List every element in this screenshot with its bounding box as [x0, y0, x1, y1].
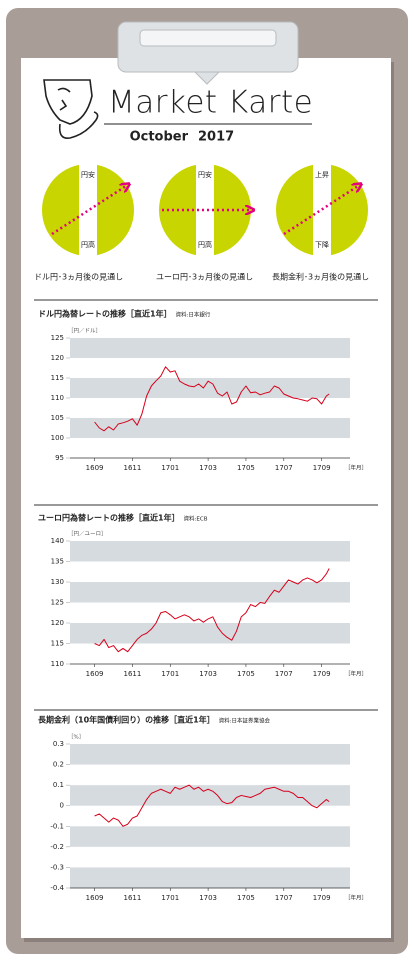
x-tick-label: 1701	[161, 894, 179, 902]
x-tick-label: 1709	[313, 464, 331, 472]
grid-band	[70, 623, 350, 644]
x-tick-label: 1707	[275, 894, 293, 902]
y-tick-label: -0.1	[50, 822, 64, 830]
header-title: Market Karte	[108, 85, 313, 121]
x-tick-label: 1705	[237, 670, 255, 678]
x-tick-label: 1709	[313, 670, 331, 678]
chart-title: ドル円為替レートの推移［直近1年］	[38, 309, 172, 319]
outlook-caption: ユーロ円･3ヵ月後の見通し	[156, 272, 253, 282]
outlook-caption: ドル円･3ヵ月後の見通し	[34, 272, 123, 282]
y-tick-label: 125	[51, 334, 64, 342]
x-tick-label: 1709	[313, 894, 331, 902]
x-tick-label: 1611	[124, 894, 142, 902]
x-tick-label: 1701	[161, 464, 179, 472]
x-unit: ［年月］	[345, 670, 367, 678]
logo	[43, 79, 99, 140]
y-tick-label: -0.3	[50, 863, 64, 871]
y-tick-label: 115	[51, 640, 64, 648]
grid-band	[70, 418, 350, 438]
grid-band	[70, 582, 350, 603]
y-tick-label: 115	[51, 374, 64, 382]
y-tick-label: 0.2	[53, 761, 64, 769]
y-tick-label: 120	[51, 354, 64, 362]
y-tick-label: 110	[51, 660, 64, 668]
clip	[117, 21, 299, 85]
y-tick-label: 0.1	[53, 781, 64, 789]
x-tick-label: 1609	[86, 464, 104, 472]
y-tick-label: 120	[51, 619, 64, 627]
outlook-bottom: 下降	[315, 240, 329, 249]
y-tick-label: 0.3	[53, 740, 64, 748]
y-tick-label: 110	[51, 394, 64, 402]
chart-source: 資料:ECB	[184, 515, 208, 523]
grid-band	[70, 378, 350, 398]
x-tick-label: 1705	[237, 464, 255, 472]
x-tick-label: 1611	[124, 670, 142, 678]
x-tick-label: 1609	[86, 670, 104, 678]
data-line	[94, 366, 330, 432]
x-tick-label: 1705	[237, 894, 255, 902]
outlook-1: 円安 円高 ドル円･3ヵ月後の見通し	[34, 164, 134, 282]
x-unit: ［年月］	[345, 464, 367, 472]
x-unit: ［年月］	[345, 894, 367, 902]
chart-title: 長期金利（10年国債利回り）の推移［直近1年］	[38, 715, 215, 725]
outlook-top: 円安	[198, 170, 212, 179]
x-tick-label: 1707	[275, 464, 293, 472]
y-tick-label: 140	[51, 537, 64, 545]
y-tick-label: 105	[51, 414, 64, 422]
x-tick-label: 1701	[161, 670, 179, 678]
y-tick-label: 100	[51, 434, 64, 442]
y-tick-label: -0.2	[50, 843, 64, 851]
chart-source: 資料:日本証券業協会	[219, 717, 271, 725]
chart-title: ユーロ円為替レートの推移［直近1年］	[38, 513, 180, 523]
outlook-3: 上昇 下降 長期金利･3ヵ月後の見通し	[272, 164, 369, 282]
y-tick-label: 135	[51, 558, 64, 566]
y-tick-label: -0.4	[50, 884, 64, 892]
outlook-top: 上昇	[315, 170, 329, 179]
outlook-caption: 長期金利･3ヵ月後の見通し	[272, 272, 369, 282]
x-tick-label: 1611	[124, 464, 142, 472]
y-tick-label: 125	[51, 599, 64, 607]
x-tick-label: 1703	[199, 464, 217, 472]
header-year: 2017	[198, 130, 234, 145]
y-unit: ［%］	[68, 734, 84, 741]
x-tick-label: 1703	[199, 894, 217, 902]
data-line	[94, 568, 330, 653]
outlook-top: 円安	[81, 170, 95, 179]
outlook-bottom: 円高	[198, 240, 212, 249]
grid-band	[70, 338, 350, 358]
x-tick-label: 1707	[275, 670, 293, 678]
header-month: October	[130, 130, 189, 145]
x-tick-label: 1703	[199, 670, 217, 678]
x-tick-label: 1609	[86, 894, 104, 902]
y-unit: ［円／ドル］	[68, 328, 101, 335]
data-line	[94, 784, 330, 827]
grid-band	[70, 785, 350, 806]
chart-source: 資料:日本銀行	[176, 311, 211, 319]
outlook-bottom: 円高	[81, 240, 95, 249]
y-tick-label: 130	[51, 578, 64, 586]
grid-band	[70, 867, 350, 888]
grid-band	[70, 744, 350, 765]
grid-band	[70, 541, 350, 562]
outlook-2: 円安 円高 ユーロ円･3ヵ月後の見通し	[156, 164, 253, 282]
y-tick-label: 0	[60, 802, 64, 810]
y-unit: ［円／ユーロ］	[68, 531, 107, 538]
y-tick-label: 95	[55, 454, 64, 462]
grid-band	[70, 826, 350, 847]
